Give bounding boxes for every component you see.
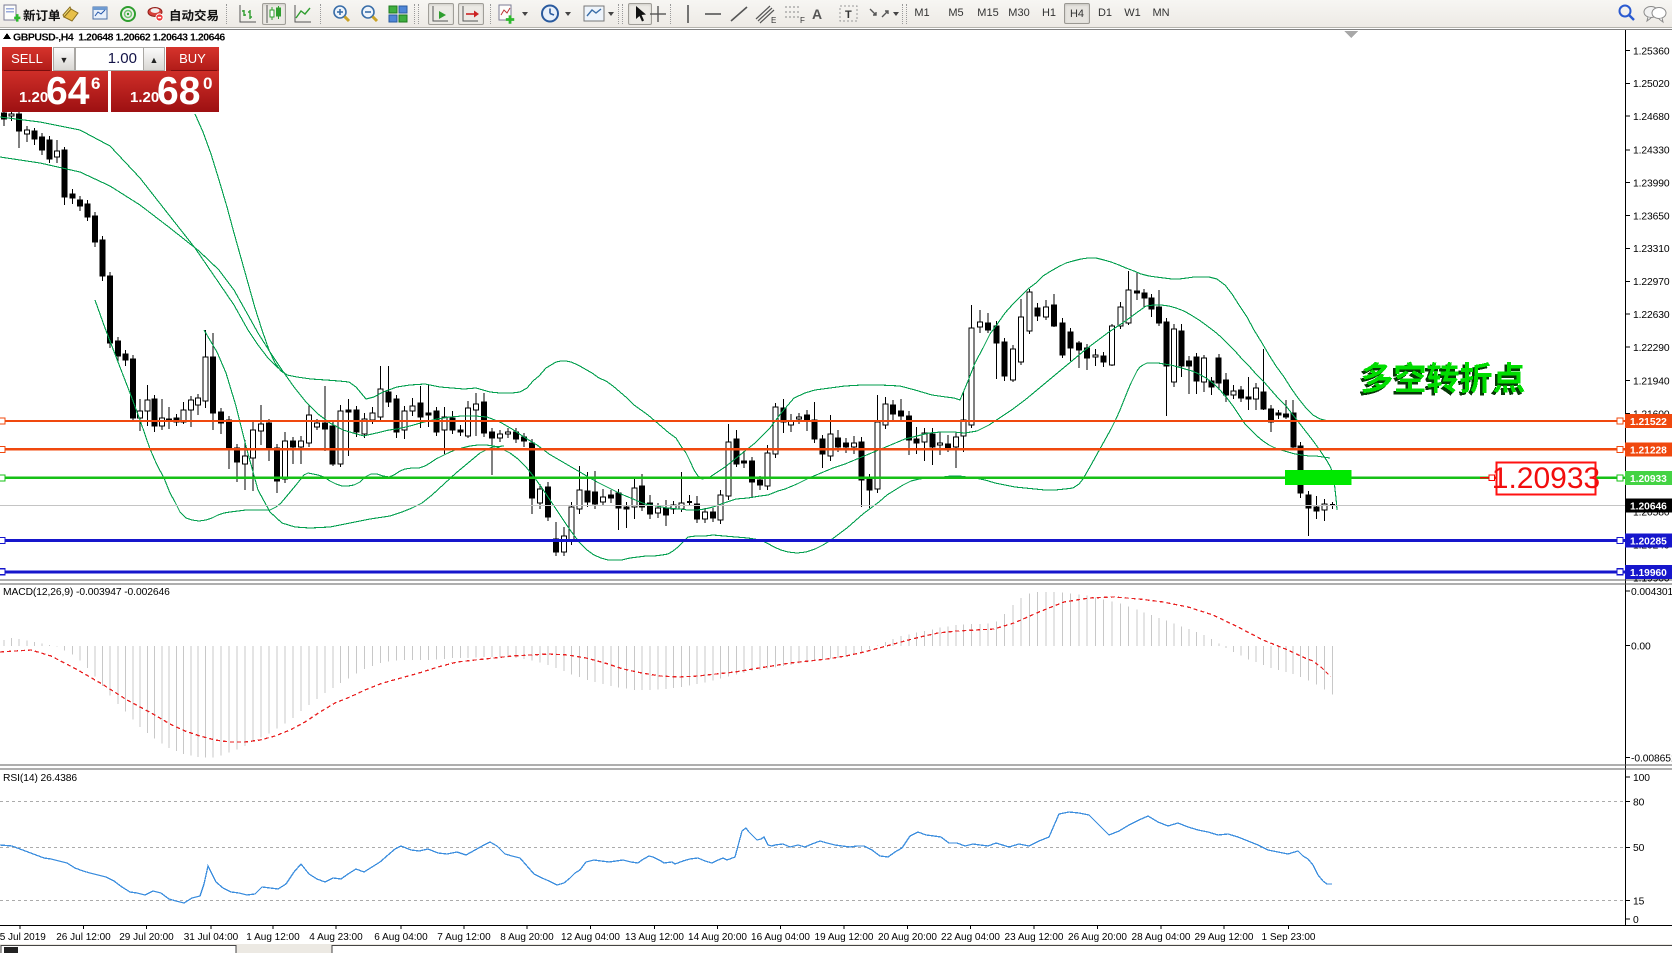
- svg-text:13 Aug 12:00: 13 Aug 12:00: [625, 932, 684, 943]
- svg-text:T: T: [845, 9, 852, 21]
- svg-text:RSI(14) 26.4386: RSI(14) 26.4386: [3, 773, 77, 784]
- svg-text:0.004301: 0.004301: [1631, 587, 1672, 598]
- svg-text:1.19960: 1.19960: [1630, 568, 1667, 579]
- svg-text:1.21940: 1.21940: [1633, 377, 1670, 388]
- svg-text:80: 80: [1633, 797, 1645, 808]
- svg-text:-0.008651: -0.008651: [1631, 753, 1672, 764]
- svg-text:15: 15: [1633, 896, 1645, 907]
- svg-text:22 Aug 04:00: 22 Aug 04:00: [941, 932, 1000, 943]
- svg-text:14 Aug 20:00: 14 Aug 20:00: [688, 932, 747, 943]
- svg-text:16 Aug 04:00: 16 Aug 04:00: [751, 932, 810, 943]
- svg-text:100: 100: [1633, 773, 1650, 784]
- svg-text:1.22290: 1.22290: [1633, 343, 1670, 354]
- svg-text:29 Jul 20:00: 29 Jul 20:00: [119, 932, 174, 943]
- svg-text:1.20285: 1.20285: [1630, 536, 1667, 547]
- svg-text:31 Jul 04:00: 31 Jul 04:00: [184, 932, 239, 943]
- svg-text:28 Aug 04:00: 28 Aug 04:00: [1132, 932, 1191, 943]
- svg-text:1.24330: 1.24330: [1633, 146, 1670, 157]
- svg-text:1.23990: 1.23990: [1633, 179, 1670, 190]
- svg-text:1.21522: 1.21522: [1630, 417, 1667, 428]
- svg-text:1.25360: 1.25360: [1633, 46, 1670, 57]
- svg-text:1.20933: 1.20933: [1630, 474, 1667, 485]
- svg-text:25 Jul 2019: 25 Jul 2019: [0, 932, 46, 943]
- svg-text:19 Aug 12:00: 19 Aug 12:00: [815, 932, 874, 943]
- svg-text:7 Aug 12:00: 7 Aug 12:00: [437, 932, 491, 943]
- svg-text:1.25020: 1.25020: [1633, 79, 1670, 90]
- svg-text:1.23310: 1.23310: [1633, 244, 1670, 255]
- svg-text:1.21228: 1.21228: [1630, 445, 1667, 456]
- svg-text:1.20580: 1.20580: [1633, 508, 1670, 519]
- svg-text:1 Sep 23:00: 1 Sep 23:00: [1262, 932, 1316, 943]
- svg-text:F: F: [800, 16, 805, 25]
- svg-text:50: 50: [1633, 843, 1645, 854]
- svg-text:1.22630: 1.22630: [1633, 310, 1670, 321]
- svg-text:0.00: 0.00: [1631, 641, 1651, 652]
- svg-text:6 Aug 04:00: 6 Aug 04:00: [374, 932, 428, 943]
- svg-text:29 Aug 12:00: 29 Aug 12:00: [1195, 932, 1254, 943]
- svg-text:0: 0: [1633, 915, 1639, 926]
- svg-text:12 Aug 04:00: 12 Aug 04:00: [561, 932, 620, 943]
- svg-text:23 Aug 12:00: 23 Aug 12:00: [1005, 932, 1064, 943]
- svg-text:20 Aug 20:00: 20 Aug 20:00: [878, 932, 937, 943]
- svg-text:8 Aug 20:00: 8 Aug 20:00: [500, 932, 554, 943]
- svg-text:1.20933: 1.20933: [1492, 462, 1600, 495]
- svg-text:1.24680: 1.24680: [1633, 112, 1670, 123]
- svg-text:1.23650: 1.23650: [1633, 211, 1670, 222]
- svg-text:26 Jul 12:00: 26 Jul 12:00: [56, 932, 111, 943]
- svg-text:1.22970: 1.22970: [1633, 277, 1670, 288]
- svg-text:1 Aug 12:00: 1 Aug 12:00: [246, 932, 300, 943]
- svg-text:MACD(12,26,9) -0.003947 -0.002: MACD(12,26,9) -0.003947 -0.002646: [3, 587, 170, 598]
- svg-text:26 Aug 20:00: 26 Aug 20:00: [1068, 932, 1127, 943]
- svg-text:E: E: [771, 16, 776, 25]
- svg-text:4 Aug 23:00: 4 Aug 23:00: [309, 932, 363, 943]
- svg-text:GBPUSD-,H4 1.20648 1.20662 1.: GBPUSD-,H4 1.20648 1.20662 1.20643 1.206…: [13, 32, 225, 44]
- svg-text:1.20646: 1.20646: [1630, 502, 1667, 513]
- svg-text:1.19900: 1.19900: [1633, 573, 1670, 584]
